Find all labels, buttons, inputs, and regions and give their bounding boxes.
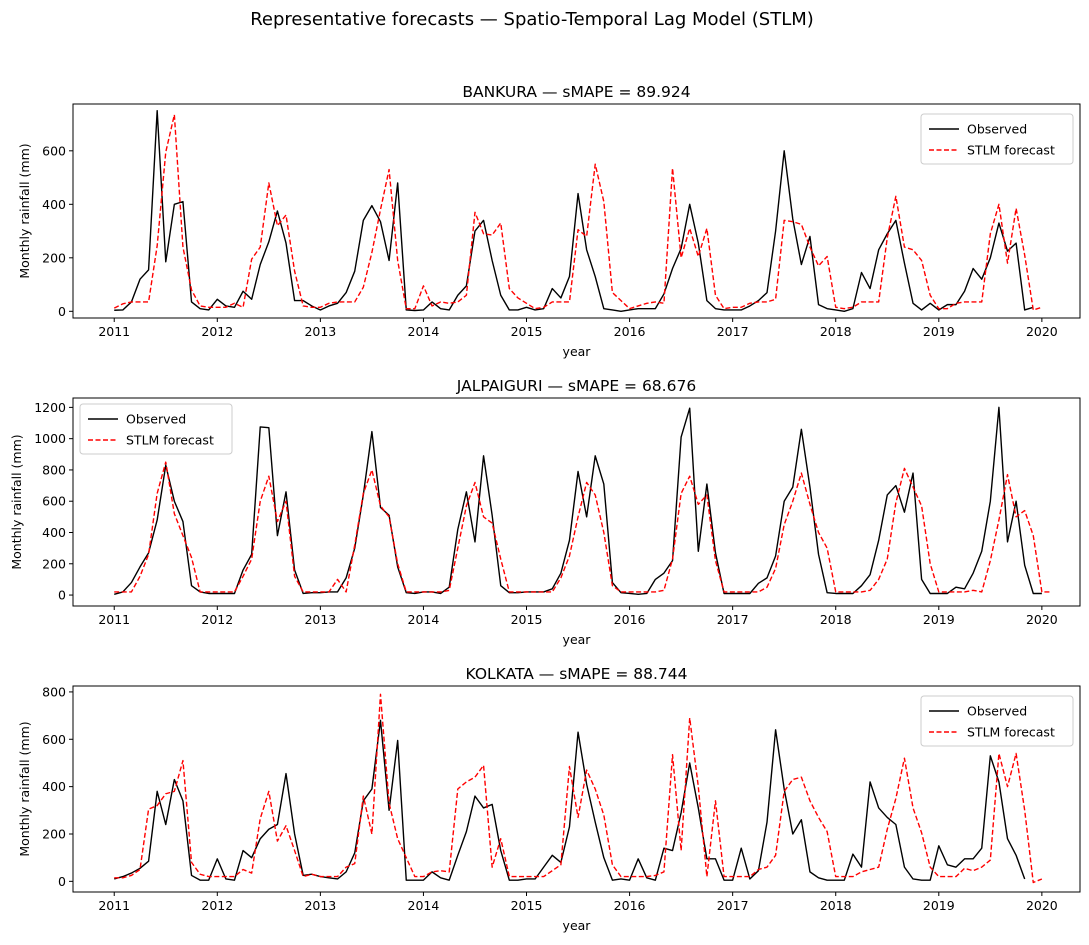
y-tick-label: 800	[42, 462, 66, 477]
series-line-stlm-forecast	[113, 113, 1043, 311]
series-line-observed	[114, 109, 1034, 313]
x-tick-label: 2016	[614, 898, 646, 913]
y-tick-label: 1200	[34, 400, 66, 415]
y-tick-label: 400	[42, 525, 66, 540]
series-line-stlm-forecast	[114, 693, 1043, 884]
x-tick-label: 2012	[201, 324, 233, 339]
x-tick-label: 2016	[614, 612, 646, 627]
x-tick-label: 2013	[304, 324, 336, 339]
y-tick-label: 200	[42, 556, 66, 571]
axes-frame	[72, 397, 1081, 607]
y-tick-label: 200	[42, 826, 66, 841]
y-tick-label: 400	[42, 197, 66, 212]
x-tick-label: 2014	[408, 898, 440, 913]
x-tick-label: 2020	[1026, 612, 1058, 627]
y-axis-label: Monthly rainfall (mm)	[17, 143, 32, 278]
legend-label: STLM forecast	[967, 725, 1055, 740]
x-tick-label: 2015	[511, 324, 543, 339]
legend-label: Observed	[967, 122, 1027, 137]
panels: 2011 2012 2013 2014 2015 2016 2017 2018 2019 2020…	[9, 83, 1081, 933]
y-tick-label: 600	[42, 143, 66, 158]
x-tick-label: 2013	[304, 898, 336, 913]
chart-title: BANKURA — sMAPE = 89.924	[462, 83, 690, 101]
y-tick-label: 0	[58, 304, 66, 319]
series-line-stlm-forecast	[114, 461, 1051, 593]
x-axis-label: year	[563, 632, 592, 647]
series-line-observed	[114, 406, 1042, 595]
chart-title: KOLKATA — sMAPE = 88.744	[466, 665, 688, 683]
axes-frame	[72, 685, 1081, 893]
y-tick-label: 0	[58, 588, 66, 603]
x-tick-label: 2012	[201, 898, 233, 913]
x-tick-label: 2017	[717, 898, 749, 913]
x-tick-label: 2011	[98, 612, 130, 627]
x-tick-label: 2017	[717, 612, 749, 627]
legend-label: STLM forecast	[126, 433, 214, 448]
chart-panel-1: 2011 2012 2013 2014 2015 2016 2017 2018 2019 2020…	[9, 377, 1081, 647]
figure-title: Representative forecasts — Spatio-Tempor…	[250, 9, 814, 30]
y-axis-label: Monthly rainfall (mm)	[17, 721, 32, 856]
legend: Observed STLM forecast	[79, 403, 233, 455]
legend-label: STLM forecast	[967, 143, 1055, 158]
x-axis-label: year	[563, 344, 592, 359]
x-tick-label: 2015	[511, 612, 543, 627]
chart-panel-0: 2011 2012 2013 2014 2015 2016 2017 2018 2019 2020…	[17, 83, 1081, 359]
x-axis-label: year	[563, 918, 592, 933]
x-tick-label: 2011	[98, 898, 130, 913]
legend-label: Observed	[967, 704, 1027, 719]
x-tick-label: 2017	[717, 324, 749, 339]
y-tick-label: 800	[42, 684, 66, 699]
x-tick-label: 2014	[408, 324, 440, 339]
x-tick-label: 2019	[923, 612, 955, 627]
legend: Observed STLM forecast	[920, 695, 1074, 747]
legend-label: Observed	[126, 412, 186, 427]
x-tick-label: 2018	[820, 898, 852, 913]
x-tick-label: 2018	[820, 324, 852, 339]
chart-title: JALPAIGURI — sMAPE = 68.676	[456, 377, 696, 395]
y-tick-label: 200	[42, 250, 66, 265]
y-axis-label: Monthly rainfall (mm)	[9, 434, 24, 569]
x-tick-label: 2011	[98, 324, 130, 339]
x-tick-label: 2016	[614, 324, 646, 339]
x-tick-label: 2019	[923, 898, 955, 913]
x-tick-label: 2020	[1026, 898, 1058, 913]
y-tick-label: 400	[42, 779, 66, 794]
x-tick-label: 2020	[1026, 324, 1058, 339]
y-tick-label: 1000	[34, 431, 66, 446]
x-tick-label: 2019	[923, 324, 955, 339]
y-tick-label: 0	[58, 874, 66, 889]
x-tick-label: 2018	[820, 612, 852, 627]
legend-box	[79, 403, 233, 455]
y-tick-label: 600	[42, 494, 66, 509]
series-line-observed	[114, 719, 1026, 881]
x-tick-label: 2012	[201, 612, 233, 627]
legend: Observed STLM forecast	[920, 113, 1074, 165]
x-tick-label: 2015	[511, 898, 543, 913]
legend-box	[920, 113, 1074, 165]
legend-box	[920, 695, 1074, 747]
x-tick-label: 2014	[408, 612, 440, 627]
axes-frame	[72, 103, 1081, 319]
chart-panel-2: 2011 2012 2013 2014 2015 2016 2017 2018 2019 2020…	[17, 665, 1081, 933]
x-tick-label: 2013	[304, 612, 336, 627]
y-tick-label: 600	[42, 732, 66, 747]
